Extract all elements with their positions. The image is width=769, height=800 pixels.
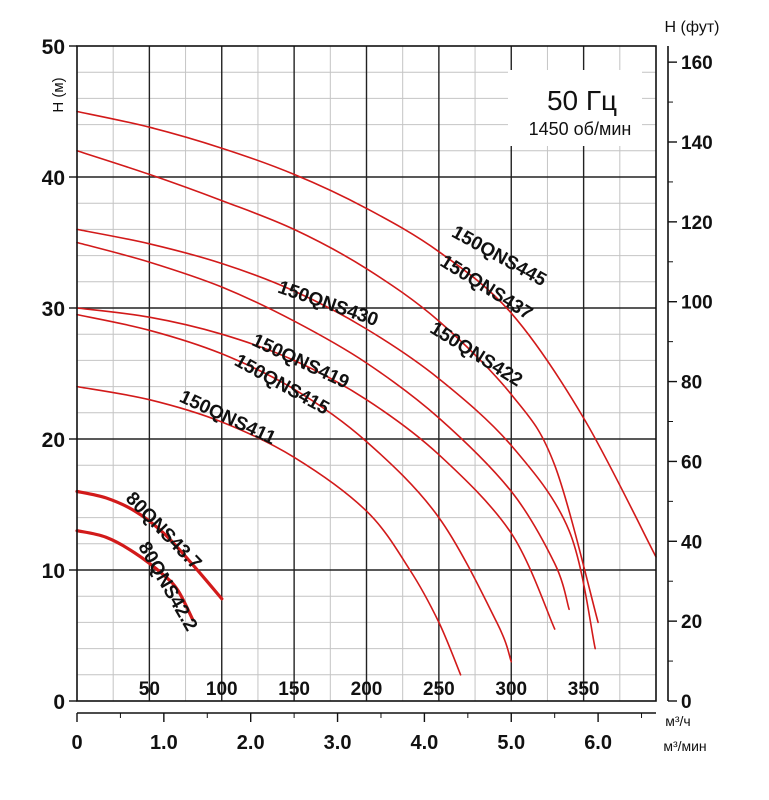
curve-150QNS415: [76, 313, 513, 663]
y-right-tick-label: 20: [681, 612, 702, 633]
curve-150QNS411: [76, 385, 462, 676]
curve-150QNS437: [76, 150, 599, 624]
y-right-tick-label: 60: [681, 452, 702, 473]
x-tick-label-m3min: 1.0: [150, 732, 178, 754]
x-tick-label-m3min: 4.0: [410, 732, 438, 754]
x-tick-label-m3h: 350: [568, 679, 600, 700]
x-tick-label-m3h: 300: [495, 679, 527, 700]
y-right-tick-label: 120: [681, 213, 713, 234]
grid: [77, 46, 656, 701]
curves: [75, 110, 657, 676]
y-left-tick-label: 0: [53, 691, 65, 714]
curve-150QNS422: [76, 241, 570, 611]
legend-box: 50 Гц 1450 об/мин: [508, 70, 642, 146]
y-right-tick-label: 140: [681, 133, 713, 154]
x-tick-label-m3min: 3.0: [324, 732, 352, 754]
curve-150QNS419: [76, 307, 556, 630]
x-tick-label-m3min: 6.0: [584, 732, 612, 754]
curve-150QNS445: [76, 110, 657, 558]
y-left-tick-label: 10: [42, 560, 65, 583]
y-axis-right-label: H (фут): [665, 19, 720, 36]
x-tick-label-m3h: 50: [139, 679, 160, 700]
x-tick-label-m3min: 0: [71, 732, 82, 754]
x-tick-label-m3min: 2.0: [237, 732, 265, 754]
y-right-tick-label: 100: [681, 293, 713, 314]
y-left-tick-label: 50: [42, 36, 65, 59]
curve-150QNS430: [76, 228, 596, 650]
speed-label: 1450 об/мин: [529, 119, 632, 139]
x-axis-unit-bottom: м³/мин: [663, 738, 706, 754]
y-left-tick-label: 30: [42, 298, 65, 321]
x-tick-label-m3h: 250: [423, 679, 455, 700]
curve-80QNS42.2: [75, 529, 195, 622]
y-axis-left-label: H (м): [50, 77, 67, 112]
curve-label-150QNS430: 150QNS430: [275, 277, 381, 331]
y-right-tick-label: 0: [681, 692, 692, 713]
axes: 0 10 20 30 40 50 0 20 40 60 80 100 120 140 160 50 100 150…: [42, 36, 713, 754]
x-tick-label-m3h: 200: [351, 679, 383, 700]
curve-label-150QNS411: 150QNS411: [176, 387, 279, 450]
y-right-tick-label: 40: [681, 532, 702, 553]
y-right-tick-label: 80: [681, 373, 702, 394]
y-left-tick-label: 40: [42, 167, 65, 190]
x-tick-label-m3h: 100: [206, 679, 238, 700]
x-tick-label-m3h: 150: [278, 679, 310, 700]
curve-80QNS43.7: [75, 489, 224, 601]
y-left-tick-label: 20: [42, 429, 65, 452]
x-tick-label-m3min: 5.0: [497, 732, 525, 754]
plot-frame: [76, 45, 657, 702]
frequency-label: 50 Гц: [547, 85, 617, 116]
x-axis-unit-top: м³/ч: [665, 713, 690, 729]
y-right-tick-label: 160: [681, 53, 713, 74]
